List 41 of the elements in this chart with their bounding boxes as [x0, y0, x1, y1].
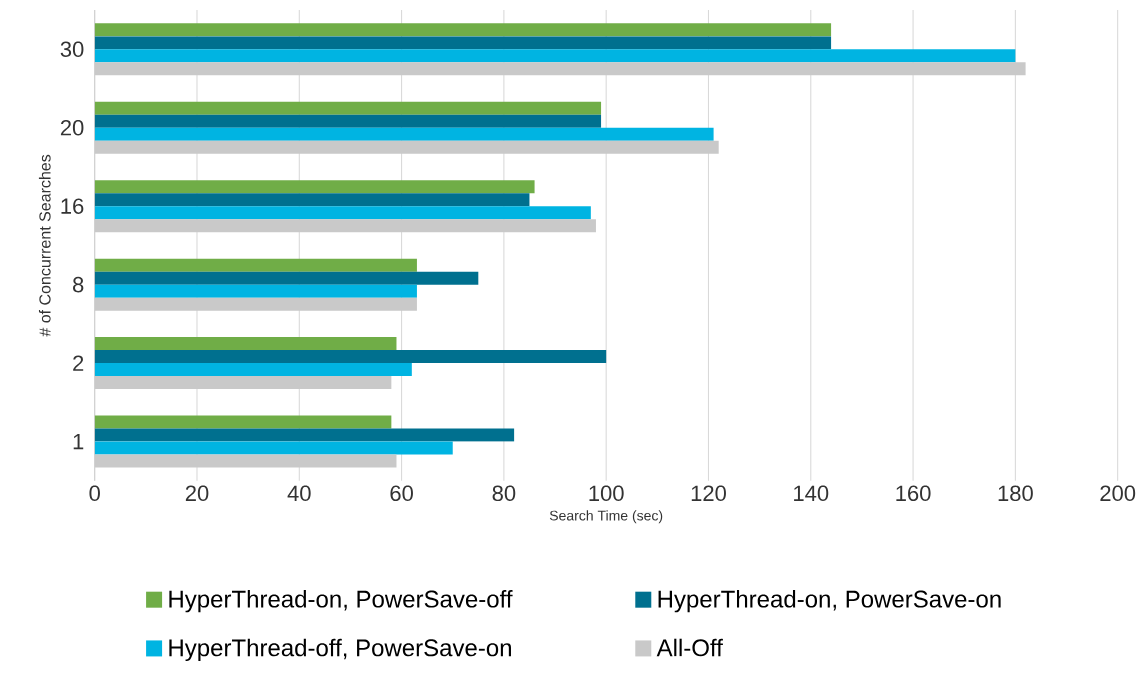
- bar: [94, 284, 417, 298]
- bar: [94, 114, 602, 128]
- x-tick-label: 80: [492, 485, 516, 502]
- x-tick-label: 0: [89, 485, 100, 502]
- bar: [94, 193, 530, 207]
- y-tick-label: 20: [60, 119, 84, 136]
- bar: [94, 49, 1016, 63]
- y-tick-label: 8: [73, 276, 84, 293]
- x-axis-title: Search Time (sec): [549, 510, 663, 524]
- bar: [94, 441, 453, 455]
- bar: [94, 101, 602, 115]
- bar: [94, 271, 479, 285]
- x-tick-label: 180: [998, 485, 1033, 502]
- y-tick-label: 30: [60, 41, 84, 58]
- bar: [94, 206, 591, 220]
- x-tick-label: 20: [185, 485, 209, 502]
- legend-label: HyperThread-on, PowerSave-off: [169, 590, 513, 613]
- bar: [94, 428, 515, 442]
- x-tick-label: 160: [896, 485, 931, 502]
- y-axis-title: # of Concurrent Searches: [38, 154, 51, 337]
- legend-label: HyperThread-off, PowerSave-on: [169, 638, 511, 662]
- bar: [94, 258, 417, 272]
- y-tick-label: 1: [73, 434, 84, 450]
- x-tick-label: 100: [589, 485, 624, 502]
- x-tick-label: 120: [691, 485, 726, 502]
- bar: [94, 337, 397, 351]
- bar: [94, 23, 832, 37]
- x-tick-label: 60: [390, 485, 413, 502]
- y-tick-label: 16: [61, 198, 84, 215]
- x-tick-label: 200: [1100, 485, 1136, 502]
- bar: [94, 180, 535, 194]
- bar: [94, 415, 392, 429]
- x-tick-label: 40: [287, 485, 311, 502]
- bar: [94, 127, 714, 141]
- bar: [94, 363, 412, 377]
- bar: [94, 36, 832, 50]
- bar: [94, 350, 607, 364]
- legend-label: HyperThread-on, PowerSave-on: [658, 590, 1001, 613]
- legend-label: All-Off: [656, 638, 723, 657]
- y-tick-label: 2: [73, 355, 84, 371]
- x-tick-label: 140: [794, 485, 829, 502]
